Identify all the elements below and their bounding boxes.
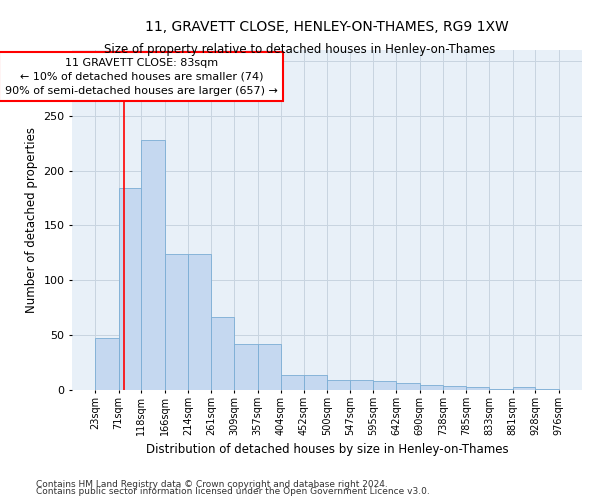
Bar <box>419 384 443 390</box>
Bar <box>304 374 327 390</box>
Bar <box>235 344 257 390</box>
Title: 11, GRAVETT CLOSE, HENLEY-ON-THAMES, RG9 1XW: 11, GRAVETT CLOSE, HENLEY-ON-THAMES, RG9… <box>145 20 509 34</box>
Bar <box>95 338 119 390</box>
Bar <box>142 140 165 390</box>
Bar <box>443 386 466 390</box>
Bar <box>489 389 512 390</box>
Text: Size of property relative to detached houses in Henley-on-Thames: Size of property relative to detached ho… <box>104 42 496 56</box>
Bar <box>327 380 350 390</box>
Bar <box>165 254 188 390</box>
Text: Contains public sector information licensed under the Open Government Licence v3: Contains public sector information licen… <box>36 487 430 496</box>
Bar <box>188 254 211 390</box>
Bar <box>281 374 304 390</box>
Bar <box>211 316 235 390</box>
Text: Contains HM Land Registry data © Crown copyright and database right 2024.: Contains HM Land Registry data © Crown c… <box>36 480 388 489</box>
Bar <box>397 384 419 390</box>
Bar <box>512 386 535 390</box>
Bar <box>466 386 489 390</box>
X-axis label: Distribution of detached houses by size in Henley-on-Thames: Distribution of detached houses by size … <box>146 444 508 456</box>
Bar <box>350 380 373 390</box>
Y-axis label: Number of detached properties: Number of detached properties <box>25 127 38 313</box>
Text: 11 GRAVETT CLOSE: 83sqm
← 10% of detached houses are smaller (74)
90% of semi-de: 11 GRAVETT CLOSE: 83sqm ← 10% of detache… <box>5 58 278 96</box>
Bar <box>535 389 559 390</box>
Bar <box>119 188 142 390</box>
Bar <box>373 381 397 390</box>
Bar <box>257 344 281 390</box>
